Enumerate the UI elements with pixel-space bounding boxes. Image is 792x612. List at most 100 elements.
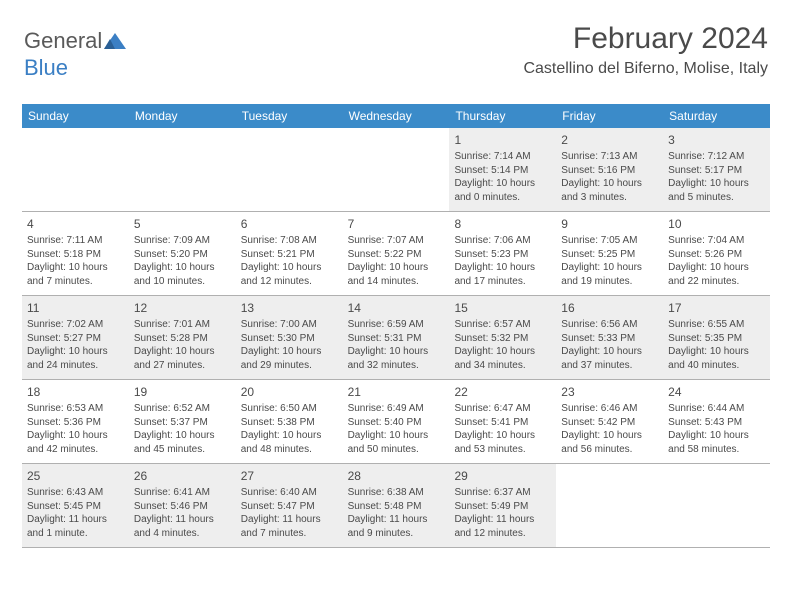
sunset-text: Sunset: 5:43 PM <box>668 416 765 430</box>
calendar-cell: 16Sunrise: 6:56 AMSunset: 5:33 PMDayligh… <box>556 296 663 379</box>
daylight-text: Daylight: 10 hours and 3 minutes. <box>561 177 658 204</box>
daylight-text: Daylight: 10 hours and 56 minutes. <box>561 429 658 456</box>
sunrise-text: Sunrise: 6:38 AM <box>348 486 445 500</box>
day-number: 8 <box>454 216 551 232</box>
calendar-row: 1Sunrise: 7:14 AMSunset: 5:14 PMDaylight… <box>22 128 770 212</box>
day-number: 14 <box>348 300 445 316</box>
sunset-text: Sunset: 5:41 PM <box>454 416 551 430</box>
daylight-text: Daylight: 10 hours and 10 minutes. <box>134 261 231 288</box>
calendar-cell: 22Sunrise: 6:47 AMSunset: 5:41 PMDayligh… <box>449 380 556 463</box>
calendar-cell <box>556 464 663 547</box>
calendar-cell: 11Sunrise: 7:02 AMSunset: 5:27 PMDayligh… <box>22 296 129 379</box>
daylight-text: Daylight: 10 hours and 7 minutes. <box>27 261 124 288</box>
day-number: 4 <box>27 216 124 232</box>
sunset-text: Sunset: 5:18 PM <box>27 248 124 262</box>
calendar-cell: 17Sunrise: 6:55 AMSunset: 5:35 PMDayligh… <box>663 296 770 379</box>
sunrise-text: Sunrise: 6:57 AM <box>454 318 551 332</box>
daylight-text: Daylight: 10 hours and 0 minutes. <box>454 177 551 204</box>
calendar-cell: 6Sunrise: 7:08 AMSunset: 5:21 PMDaylight… <box>236 212 343 295</box>
day-number: 1 <box>454 132 551 148</box>
calendar-cell: 26Sunrise: 6:41 AMSunset: 5:46 PMDayligh… <box>129 464 236 547</box>
day-number: 28 <box>348 468 445 484</box>
daylight-text: Daylight: 10 hours and 17 minutes. <box>454 261 551 288</box>
calendar-cell: 20Sunrise: 6:50 AMSunset: 5:38 PMDayligh… <box>236 380 343 463</box>
month-title: February 2024 <box>523 22 768 56</box>
weekday-monday: Monday <box>129 104 236 128</box>
day-number: 12 <box>134 300 231 316</box>
weekday-thursday: Thursday <box>449 104 556 128</box>
day-number: 26 <box>134 468 231 484</box>
day-number: 27 <box>241 468 338 484</box>
calendar-cell: 9Sunrise: 7:05 AMSunset: 5:25 PMDaylight… <box>556 212 663 295</box>
day-number: 20 <box>241 384 338 400</box>
sunrise-text: Sunrise: 7:05 AM <box>561 234 658 248</box>
sunrise-text: Sunrise: 6:46 AM <box>561 402 658 416</box>
daylight-text: Daylight: 11 hours and 4 minutes. <box>134 513 231 540</box>
sunrise-text: Sunrise: 6:52 AM <box>134 402 231 416</box>
daylight-text: Daylight: 11 hours and 9 minutes. <box>348 513 445 540</box>
sunrise-text: Sunrise: 7:02 AM <box>27 318 124 332</box>
daylight-text: Daylight: 10 hours and 5 minutes. <box>668 177 765 204</box>
calendar-cell: 7Sunrise: 7:07 AMSunset: 5:22 PMDaylight… <box>343 212 450 295</box>
sunset-text: Sunset: 5:31 PM <box>348 332 445 346</box>
sunset-text: Sunset: 5:45 PM <box>27 500 124 514</box>
logo: General Blue <box>24 28 126 81</box>
calendar-cell: 13Sunrise: 7:00 AMSunset: 5:30 PMDayligh… <box>236 296 343 379</box>
calendar: Sunday Monday Tuesday Wednesday Thursday… <box>22 104 770 548</box>
day-number: 18 <box>27 384 124 400</box>
sunrise-text: Sunrise: 6:44 AM <box>668 402 765 416</box>
daylight-text: Daylight: 10 hours and 22 minutes. <box>668 261 765 288</box>
daylight-text: Daylight: 10 hours and 24 minutes. <box>27 345 124 372</box>
sunset-text: Sunset: 5:22 PM <box>348 248 445 262</box>
weekday-saturday: Saturday <box>663 104 770 128</box>
sunset-text: Sunset: 5:37 PM <box>134 416 231 430</box>
sunset-text: Sunset: 5:28 PM <box>134 332 231 346</box>
sunset-text: Sunset: 5:42 PM <box>561 416 658 430</box>
calendar-cell: 29Sunrise: 6:37 AMSunset: 5:49 PMDayligh… <box>449 464 556 547</box>
day-number: 25 <box>27 468 124 484</box>
day-number: 5 <box>134 216 231 232</box>
calendar-cell: 14 Sunrise: 6:59 AMSunset: 5:31 PMDayligh… <box>343 296 450 379</box>
daylight-text: Daylight: 10 hours and 32 minutes. <box>348 345 445 372</box>
day-number: 3 <box>668 132 765 148</box>
sunrise-text: Sunrise: 6:59 AM <box>348 318 445 332</box>
logo-icon <box>104 29 126 55</box>
sunrise-text: Sunrise: 7:01 AM <box>134 318 231 332</box>
calendar-cell <box>343 128 450 211</box>
calendar-cell: 2Sunrise: 7:13 AMSunset: 5:16 PMDaylight… <box>556 128 663 211</box>
day-number: 22 <box>454 384 551 400</box>
calendar-header-row: Sunday Monday Tuesday Wednesday Thursday… <box>22 104 770 128</box>
sunset-text: Sunset: 5:23 PM <box>454 248 551 262</box>
sunrise-text: Sunrise: 6:56 AM <box>561 318 658 332</box>
sunset-text: Sunset: 5:46 PM <box>134 500 231 514</box>
day-number: 23 <box>561 384 658 400</box>
calendar-cell <box>663 464 770 547</box>
daylight-text: Daylight: 10 hours and 40 minutes. <box>668 345 765 372</box>
sunset-text: Sunset: 5:40 PM <box>348 416 445 430</box>
weekday-friday: Friday <box>556 104 663 128</box>
sunset-text: Sunset: 5:36 PM <box>27 416 124 430</box>
day-number: 6 <box>241 216 338 232</box>
calendar-cell: 28 Sunrise: 6:38 AMSunset: 5:48 PMDayligh… <box>343 464 450 547</box>
sunset-text: Sunset: 5:48 PM <box>348 500 445 514</box>
day-number: 16 <box>561 300 658 316</box>
day-number: 29 <box>454 468 551 484</box>
calendar-cell: 15Sunrise: 6:57 AMSunset: 5:32 PMDayligh… <box>449 296 556 379</box>
day-number: 11 <box>27 300 124 316</box>
header: February 2024 Castellino del Biferno, Mo… <box>523 22 768 78</box>
sunrise-text: Sunrise: 6:40 AM <box>241 486 338 500</box>
sunrise-text: Sunrise: 7:06 AM <box>454 234 551 248</box>
sunrise-text: Sunrise: 6:37 AM <box>454 486 551 500</box>
daylight-text: Daylight: 10 hours and 37 minutes. <box>561 345 658 372</box>
calendar-cell: 25Sunrise: 6:43 AMSunset: 5:45 PMDayligh… <box>22 464 129 547</box>
calendar-cell: 21Sunrise: 6:49 AMSunset: 5:40 PMDayligh… <box>343 380 450 463</box>
sunrise-text: Sunrise: 7:09 AM <box>134 234 231 248</box>
sunset-text: Sunset: 5:14 PM <box>454 164 551 178</box>
calendar-cell: 23 Sunrise: 6:46 AMSunset: 5:42 PMDayligh… <box>556 380 663 463</box>
daylight-text: Daylight: 10 hours and 58 minutes. <box>668 429 765 456</box>
location: Castellino del Biferno, Molise, Italy <box>523 60 768 78</box>
daylight-text: Daylight: 10 hours and 12 minutes. <box>241 261 338 288</box>
day-number: 15 <box>454 300 551 316</box>
sunrise-text: Sunrise: 7:00 AM <box>241 318 338 332</box>
daylight-text: Daylight: 10 hours and 50 minutes. <box>348 429 445 456</box>
